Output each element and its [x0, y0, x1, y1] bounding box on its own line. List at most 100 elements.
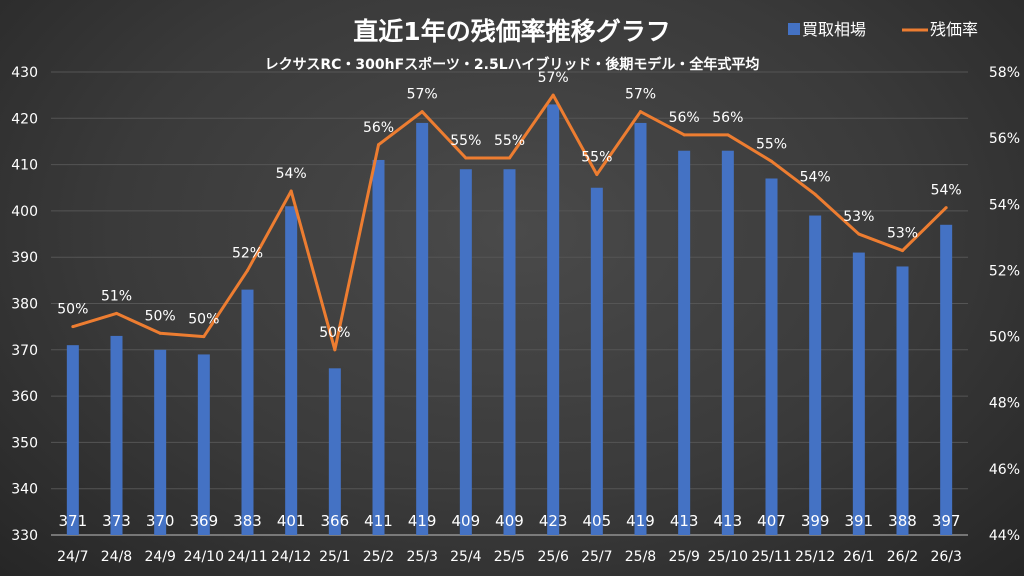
y-left-tick-label: 330 — [11, 528, 38, 544]
line-point — [115, 311, 118, 315]
x-tick-label: 26/2 — [887, 549, 918, 565]
bar — [852, 252, 865, 535]
line-point — [901, 249, 904, 253]
bar-value-label: 373 — [102, 512, 131, 530]
y-right-tick-label: 58% — [989, 65, 1020, 81]
line-point — [595, 173, 599, 177]
x-tick-label: 24/8 — [101, 549, 132, 565]
bar — [66, 345, 79, 535]
line-value-label: 54% — [800, 169, 831, 185]
x-tick-label: 25/1 — [319, 549, 350, 565]
line-point — [726, 133, 730, 137]
y-left-tick-label: 420 — [11, 111, 38, 127]
line-value-label: 56% — [712, 110, 743, 126]
legend-line-label: 残価率 — [930, 20, 978, 39]
y-left-tick-label: 400 — [11, 204, 38, 220]
y-right-tick-label: 50% — [989, 330, 1020, 346]
line-value-label: 55% — [756, 136, 787, 152]
bar-value-label: 413 — [714, 512, 743, 530]
bar-value-label: 383 — [233, 512, 262, 530]
bar — [765, 178, 778, 536]
line-value-label: 50% — [188, 312, 219, 328]
x-tick-label: 24/7 — [57, 549, 88, 565]
bar — [547, 104, 560, 535]
bar-value-label: 409 — [495, 512, 524, 530]
line-value-label: 54% — [276, 166, 307, 182]
line-value-label: 56% — [363, 120, 394, 136]
legend-bar-label: 買取相場 — [802, 20, 866, 39]
bar — [503, 169, 516, 536]
bar-value-label: 397 — [932, 512, 961, 530]
bar — [721, 150, 734, 535]
line-point — [857, 232, 861, 236]
bar-value-label: 366 — [321, 512, 350, 530]
bar-value-label: 371 — [59, 512, 88, 530]
line-value-label: 53% — [843, 209, 874, 225]
x-tick-label: 26/1 — [843, 549, 874, 565]
x-tick-label: 25/5 — [494, 549, 525, 565]
bar-value-label: 399 — [801, 512, 830, 530]
bar-value-label: 419 — [626, 512, 655, 530]
bar-value-label: 388 — [888, 512, 917, 530]
y-left-tick-label: 340 — [11, 482, 38, 498]
y-left-tick-label: 350 — [11, 435, 38, 451]
y-left-tick-label: 390 — [11, 250, 38, 266]
bar — [634, 122, 647, 536]
bar-value-label: 407 — [757, 512, 786, 530]
y-left-tick-label: 360 — [11, 389, 38, 405]
y-left-tick-label: 410 — [11, 158, 38, 174]
bar — [372, 159, 385, 535]
line-value-label: 57% — [538, 70, 569, 86]
line-point — [202, 335, 206, 339]
bar — [416, 122, 429, 536]
line-value-label: 54% — [931, 183, 962, 199]
x-tick-label: 24/10 — [184, 549, 224, 565]
line-point — [420, 110, 424, 114]
line-value-label: 57% — [625, 87, 656, 103]
line-point — [71, 325, 75, 329]
bar-value-label: 370 — [146, 512, 175, 530]
y-left-tick-label: 380 — [11, 297, 38, 313]
x-tick-label: 25/3 — [406, 549, 437, 565]
bar — [241, 289, 254, 535]
y-right-tick-label: 56% — [989, 131, 1020, 147]
line-point — [246, 268, 249, 272]
y-left-tick-label: 370 — [11, 343, 38, 359]
y-right-tick-label: 54% — [989, 197, 1020, 213]
x-tick-label: 25/2 — [363, 549, 394, 565]
bar-value-label: 405 — [583, 512, 612, 530]
x-tick-label: 25/8 — [625, 549, 656, 565]
y-left-tick-label: 430 — [11, 65, 38, 81]
bar-value-label: 401 — [277, 512, 306, 530]
line-value-label: 55% — [450, 133, 481, 149]
line-point — [639, 110, 642, 114]
legend: 買取相場 残価率 — [788, 20, 978, 39]
line-value-label: 51% — [101, 288, 132, 304]
legend-bar-swatch — [788, 23, 800, 35]
line-point — [508, 156, 511, 160]
line-value-label: 53% — [887, 226, 918, 242]
line-point — [682, 133, 686, 137]
line-point — [377, 143, 380, 147]
bar — [809, 215, 822, 535]
bar-value-label: 419 — [408, 512, 437, 530]
chart-title: 直近1年の残価率推移グラフ — [353, 17, 670, 46]
bar — [285, 206, 298, 535]
x-tick-label: 24/12 — [271, 549, 311, 565]
x-tick-label: 25/6 — [537, 549, 569, 565]
line-point — [158, 331, 162, 335]
bar — [110, 335, 123, 535]
chart-subtitle: レクサスRC・300hFスポーツ・2.5Lハイブリッド・後期モデル・全年式平均 — [265, 56, 760, 73]
x-tick-label: 25/11 — [751, 549, 791, 565]
y-right-tick-label: 44% — [989, 528, 1020, 544]
bar — [197, 354, 210, 535]
y-right-tick-label: 52% — [989, 263, 1020, 279]
bar-value-label: 369 — [190, 512, 219, 530]
line-value-label: 50% — [319, 325, 350, 341]
x-tick-label: 24/9 — [144, 549, 175, 565]
x-tick-label: 26/3 — [930, 549, 961, 565]
bar — [896, 266, 909, 535]
line-point — [944, 206, 948, 210]
bar-value-label: 423 — [539, 512, 568, 530]
x-tick-label: 25/10 — [708, 549, 748, 565]
